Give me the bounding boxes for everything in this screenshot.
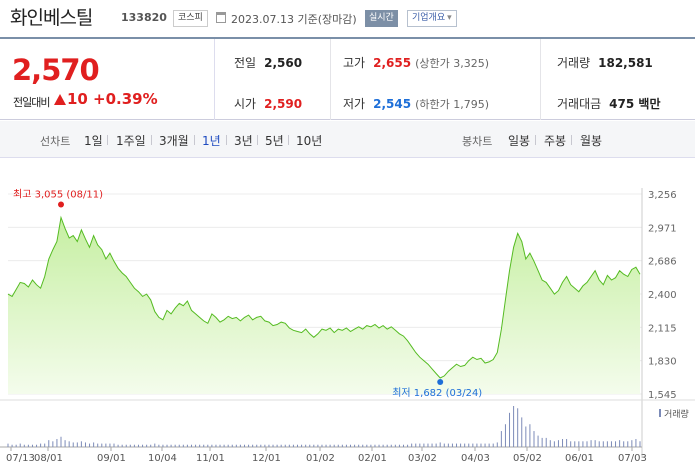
line-chart-label: 선차트	[40, 135, 71, 148]
separator	[257, 135, 258, 145]
separator	[194, 135, 195, 145]
y-tick-label: 1,830	[648, 357, 677, 368]
quote-panel: 2,570 전일대비 10 +0.39% 전일 2,560 고가 2,655 (상한가…	[0, 37, 695, 120]
period-5y[interactable]: 5년	[265, 134, 284, 148]
amount-label: 거래대금	[557, 97, 602, 111]
calendar-icon	[216, 12, 226, 23]
amount-value: 475 백만	[609, 97, 661, 111]
open-label: 시가	[234, 97, 257, 111]
low-value: 2,545	[373, 97, 412, 111]
high-value: 2,655	[373, 56, 412, 70]
amount-cell: 거래대금 475 백만	[557, 95, 660, 112]
max-point-marker	[58, 201, 65, 208]
lower-limit: (하한가 1,795)	[415, 98, 489, 111]
min-label: 최저 1,682 (03/24)	[392, 387, 482, 399]
company-overview-dropdown[interactable]: 기업개요 ▾	[407, 10, 457, 27]
price-chart[interactable]: 3,256 2,971 2,686 2,400 2,115 1,830 1,545 최고 3,…	[0, 158, 695, 470]
x-tick-label: 12/01	[252, 453, 281, 464]
separator	[107, 135, 108, 145]
y-tick-label: 1,545	[648, 390, 677, 401]
x-tick-label: 08/01	[34, 453, 63, 464]
base-date: 2023.07.13 기준(장마감)	[231, 13, 357, 26]
x-tick-label: 02/01	[358, 453, 387, 464]
period-3y[interactable]: 3년	[234, 134, 253, 148]
min-point-marker	[437, 378, 444, 385]
x-tick-label: 09/01	[97, 453, 126, 464]
price-chart-svg: 3,256 2,971 2,686 2,400 2,115 1,830 1,545 최고 3,…	[0, 188, 695, 464]
period-1d[interactable]: 1일	[84, 134, 103, 148]
price-line	[7, 215, 641, 379]
prev-close-cell: 전일 2,560	[234, 54, 302, 71]
volume-value: 182,581	[598, 56, 653, 70]
y-tick-label: 2,115	[648, 323, 677, 334]
x-tick-label: 07/13	[6, 453, 35, 464]
upper-limit: (상한가 3,325)	[415, 57, 489, 70]
low-cell: 저가 2,545 (하한가 1,795)	[343, 95, 489, 112]
price-area	[8, 217, 640, 394]
x-tick-label: 10/04	[148, 453, 177, 464]
prev-close-value: 2,560	[264, 56, 303, 70]
separator	[226, 135, 227, 145]
prev-close-label: 전일	[234, 56, 257, 70]
separator	[288, 135, 289, 145]
current-price-box: 2,570 전일대비 10 +0.39%	[0, 39, 215, 120]
volume-legend-swatch	[659, 409, 661, 417]
separator	[571, 135, 572, 145]
overview-label: 기업개요	[412, 13, 446, 23]
separator	[151, 135, 152, 145]
y-tick-label: 2,686	[648, 257, 677, 268]
divider	[330, 39, 331, 120]
change-value: 10	[67, 90, 88, 108]
divider	[540, 39, 541, 120]
high-label: 고가	[343, 56, 366, 70]
period-1w[interactable]: 1주일	[116, 134, 146, 148]
period-1y[interactable]: 1년	[202, 134, 221, 148]
stock-code: 133820	[121, 11, 167, 24]
low-label: 저가	[343, 97, 366, 111]
separator	[535, 135, 536, 145]
candle-weekly[interactable]: 주봉	[544, 134, 567, 148]
volume-cell: 거래량 182,581	[557, 54, 653, 71]
volume-legend-label: 거래량	[664, 408, 689, 420]
high-cell: 고가 2,655 (상한가 3,325)	[343, 54, 489, 71]
current-price: 2,570	[12, 53, 100, 87]
market-badge: 코스피	[173, 10, 208, 27]
volume-label: 거래량	[557, 56, 591, 70]
open-cell: 시가 2,590	[234, 95, 302, 112]
realtime-button[interactable]: 실시간	[365, 10, 398, 27]
chevron-down-icon: ▾	[447, 13, 452, 23]
period-10y[interactable]: 10년	[296, 134, 323, 148]
period-3m[interactable]: 3개월	[159, 134, 189, 148]
x-tick-label: 04/03	[461, 453, 490, 464]
candle-chart-label: 봉차트	[462, 135, 493, 148]
x-tick-label: 01/02	[306, 453, 335, 464]
change-rate: +0.39%	[93, 90, 158, 108]
stock-header: 화인베스틸 133820 코스피 2023.07.13 기준(장마감) 실시간 …	[0, 0, 695, 37]
x-tick-label: 07/03	[618, 453, 647, 464]
candle-monthly[interactable]: 월봉	[580, 134, 603, 148]
change-label: 전일대비	[13, 96, 50, 109]
candle-daily[interactable]: 일봉	[508, 134, 531, 148]
stock-name: 화인베스틸	[10, 7, 93, 29]
x-tick-label: 11/01	[196, 453, 225, 464]
x-tick-label: 03/02	[408, 453, 437, 464]
y-tick-label: 2,971	[648, 223, 677, 234]
x-tick-label: 05/02	[513, 453, 542, 464]
y-tick-label: 3,256	[648, 190, 677, 201]
open-value: 2,590	[264, 97, 303, 111]
x-tick-label: 06/01	[565, 453, 594, 464]
period-bar: 선차트 1일 1주일 3개월 1년 3년 5년 10년 봉차트 일봉 주봉 월봉	[0, 121, 695, 158]
max-label: 최고 3,055 (08/11)	[13, 188, 103, 200]
y-tick-label: 2,400	[648, 290, 677, 301]
up-triangle-icon	[54, 94, 66, 105]
